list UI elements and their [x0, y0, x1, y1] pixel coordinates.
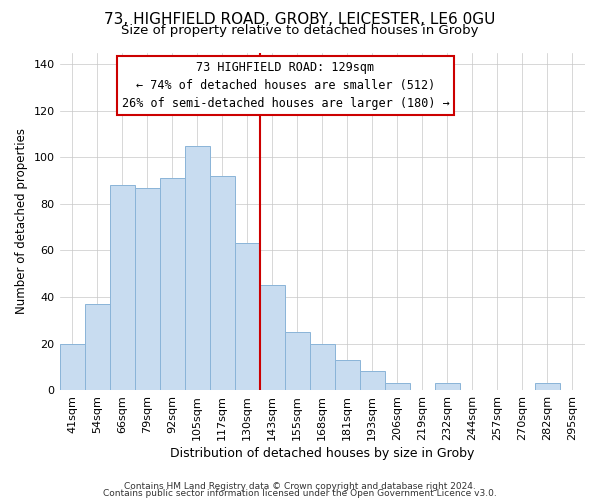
Bar: [59, 344, 85, 390]
Text: Contains public sector information licensed under the Open Government Licence v3: Contains public sector information licen…: [103, 489, 497, 498]
Bar: [285, 332, 310, 390]
Bar: [310, 344, 335, 390]
Bar: [335, 360, 360, 390]
Bar: [535, 383, 560, 390]
Bar: [360, 372, 385, 390]
Bar: [385, 383, 410, 390]
Text: Contains HM Land Registry data © Crown copyright and database right 2024.: Contains HM Land Registry data © Crown c…: [124, 482, 476, 491]
Text: 73, HIGHFIELD ROAD, GROBY, LEICESTER, LE6 0GU: 73, HIGHFIELD ROAD, GROBY, LEICESTER, LE…: [104, 12, 496, 28]
Y-axis label: Number of detached properties: Number of detached properties: [15, 128, 28, 314]
Bar: [209, 176, 235, 390]
Bar: [235, 244, 260, 390]
Text: Size of property relative to detached houses in Groby: Size of property relative to detached ho…: [121, 24, 479, 37]
Bar: [110, 185, 134, 390]
Bar: [435, 383, 460, 390]
Bar: [85, 304, 110, 390]
Bar: [160, 178, 185, 390]
X-axis label: Distribution of detached houses by size in Groby: Distribution of detached houses by size …: [170, 447, 475, 460]
Bar: [260, 286, 285, 390]
Text: 73 HIGHFIELD ROAD: 129sqm
← 74% of detached houses are smaller (512)
26% of semi: 73 HIGHFIELD ROAD: 129sqm ← 74% of detac…: [122, 61, 449, 110]
Bar: [185, 146, 209, 390]
Bar: [134, 188, 160, 390]
